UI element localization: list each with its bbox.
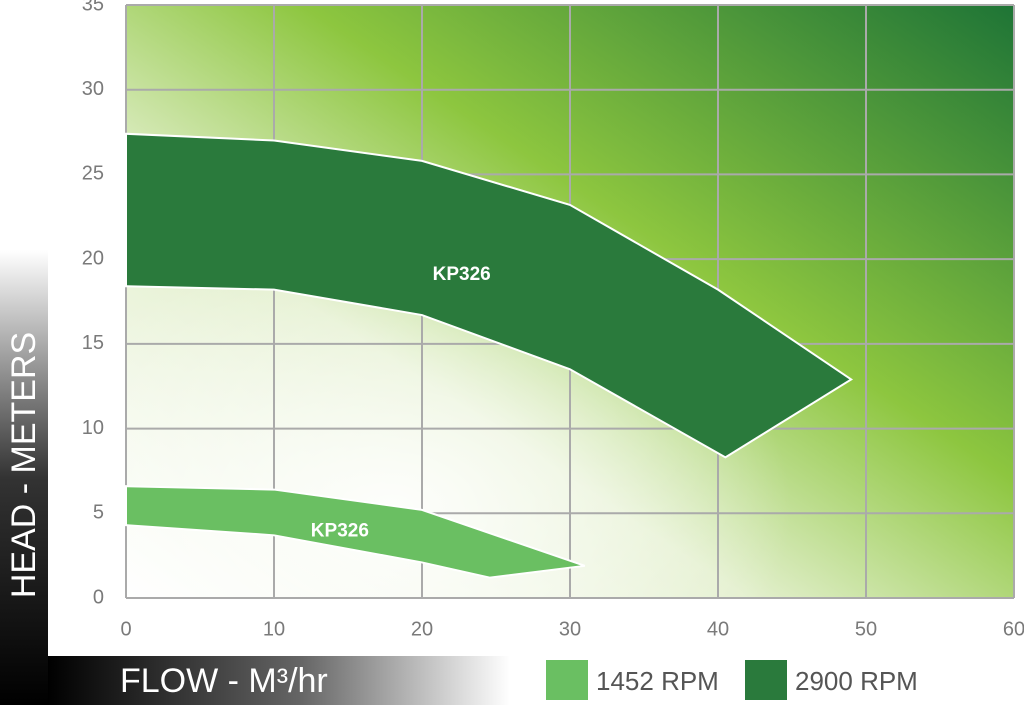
y-tick-label: 20 bbox=[82, 247, 104, 269]
x-tick-label: 0 bbox=[120, 618, 131, 640]
y-tick-label: 25 bbox=[82, 163, 104, 185]
y-tick-label: 10 bbox=[82, 417, 104, 439]
area-label: KP326 bbox=[433, 264, 491, 285]
area-label: KP326 bbox=[311, 521, 369, 542]
legend-swatch bbox=[546, 660, 588, 700]
legend-label: 2900 RPM bbox=[795, 666, 918, 696]
area bbox=[125, 132, 854, 459]
x-tick-label: 50 bbox=[855, 618, 877, 640]
y-tick-label: 35 bbox=[82, 0, 104, 15]
x-tick-label: 40 bbox=[707, 618, 729, 640]
legend-label: 1452 RPM bbox=[596, 666, 719, 696]
x-tick-label: 20 bbox=[411, 618, 433, 640]
y-axis-title: HEAD - METERS bbox=[5, 332, 43, 598]
x-tick-label: 60 bbox=[1003, 618, 1024, 640]
y-tick-label: 15 bbox=[82, 332, 104, 354]
x-axis-title: FLOW - M³/hr bbox=[120, 662, 328, 700]
y-tick-label: 0 bbox=[93, 586, 104, 608]
x-tick-label: 10 bbox=[263, 618, 285, 640]
y-tick-label: 30 bbox=[82, 78, 104, 100]
x-tick-label: 30 bbox=[559, 618, 581, 640]
area bbox=[125, 485, 586, 579]
y-tick-label: 5 bbox=[93, 502, 104, 524]
legend-swatch bbox=[745, 660, 787, 700]
y-title-bar bbox=[0, 250, 48, 705]
x-title-bar bbox=[48, 656, 510, 705]
